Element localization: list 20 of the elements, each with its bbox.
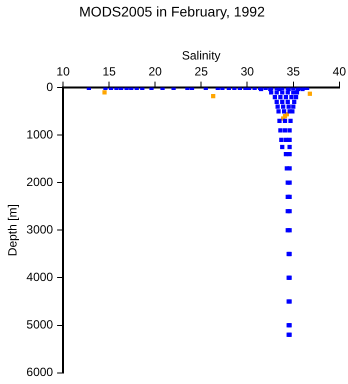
y-tick-label: 2000 <box>26 174 54 189</box>
x-tick-label: 30 <box>240 64 254 79</box>
point <box>211 94 216 98</box>
chart-title: MODS2005 in February, 1992 <box>79 3 266 20</box>
y-axis-title: Depth [m] <box>6 204 20 256</box>
x-tick-label: 20 <box>148 64 162 79</box>
x-tick-label: 10 <box>56 64 70 79</box>
x-tick-label: 35 <box>286 64 300 79</box>
y-tick-label: 0 <box>46 80 54 94</box>
y-tick-label: 5000 <box>26 318 54 332</box>
y-tick-label: 6000 <box>26 365 54 380</box>
x-tick-label: 15 <box>102 64 116 79</box>
y-tick-label: 4000 <box>26 270 54 284</box>
x-tick-label: 40 <box>332 64 346 79</box>
x-axis-title: Salinity <box>182 48 221 62</box>
point <box>308 92 312 96</box>
x-tick-label: 25 <box>194 64 208 79</box>
point <box>102 90 107 94</box>
y-tick-label: 3000 <box>26 222 54 237</box>
y-tick-label: 1000 <box>26 127 54 142</box>
